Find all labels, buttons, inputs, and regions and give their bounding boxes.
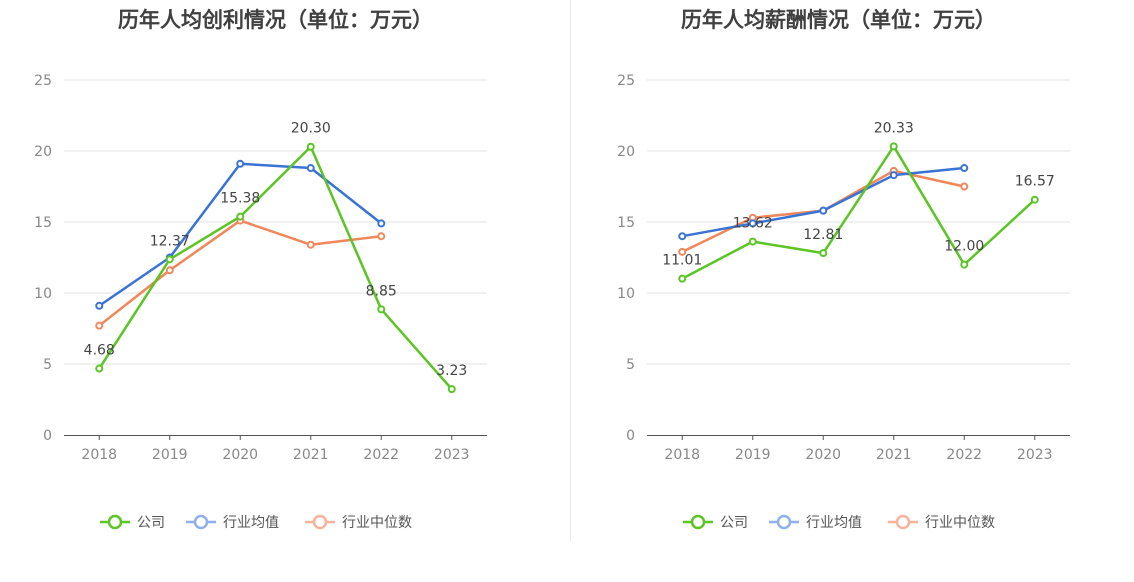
data-label: 13.62: [733, 216, 773, 232]
legend-label: 行业中位数: [925, 515, 995, 531]
data-label: 20.33: [874, 120, 914, 136]
company-series-line: [98, 145, 453, 390]
y-tick-label: 20: [34, 144, 52, 160]
chart-title: 历年人均薪酬情况（单位：万元）: [681, 8, 996, 32]
x-tick-label: 2023: [1017, 447, 1053, 463]
industry-median-point: [165, 266, 174, 275]
company-series-line: [681, 145, 1036, 280]
company-point: [236, 212, 245, 221]
data-label: 3.23: [436, 363, 467, 379]
company-point: [447, 385, 456, 394]
panel-divider: [570, 0, 571, 542]
company-point: [678, 274, 687, 283]
company-point: [1030, 195, 1039, 204]
y-tick-label: 25: [617, 73, 635, 89]
industry-avg-point: [960, 164, 969, 173]
y-tick-label: 0: [43, 428, 52, 444]
legend-label: 行业均值: [223, 515, 279, 531]
x-tick-label: 2020: [805, 447, 841, 463]
x-tick-label: 2021: [293, 447, 329, 463]
legend-marker: [107, 514, 123, 530]
industry-avg-point: [889, 171, 898, 180]
data-label: 16.57: [1015, 174, 1055, 190]
x-tick-label: 2019: [735, 447, 771, 463]
y-tick-label: 0: [626, 428, 635, 444]
x-tick-label: 2019: [152, 447, 188, 463]
industry-median-point: [960, 182, 969, 191]
chart-title: 历年人均创利情况（单位：万元）: [118, 8, 433, 32]
industry-avg-point: [819, 206, 828, 215]
y-tick-label: 20: [617, 144, 635, 160]
industry-median-series-line: [98, 219, 382, 327]
company-point: [306, 142, 315, 151]
legend-label: 行业中位数: [342, 515, 412, 531]
x-tick-label: 2018: [664, 447, 700, 463]
data-label: 8.85: [366, 283, 397, 299]
company-point: [95, 364, 104, 373]
x-tick-label: 2022: [363, 447, 399, 463]
profit-per-capita-panel: 历年人均创利情况（单位：万元） 0 5 10 15 20 25 2018 2019 2020 20…: [34, 8, 487, 531]
data-label: 15.38: [220, 191, 260, 207]
data-label: 11.01: [662, 253, 702, 269]
data-label: 12.37: [150, 233, 190, 249]
data-label: 20.30: [291, 121, 331, 137]
x-tick-label: 2023: [434, 447, 470, 463]
y-tick-label: 10: [34, 286, 52, 302]
data-label: 12.81: [803, 227, 843, 243]
industry-avg-series-line: [98, 162, 383, 307]
industry-avg-point: [678, 232, 687, 241]
x-tick-label: 2018: [81, 447, 117, 463]
industry-avg-point: [95, 301, 104, 310]
company-point: [748, 237, 757, 246]
y-tick-label: 15: [617, 215, 635, 231]
y-tick-label: 25: [34, 73, 52, 89]
company-point: [819, 249, 828, 258]
legend-label: 公司: [720, 515, 748, 531]
legend-marker: [776, 514, 792, 530]
legend-label: 行业均值: [806, 515, 862, 531]
industry-avg-point: [236, 159, 245, 168]
industry-median-point: [377, 232, 386, 241]
legend-marker: [690, 514, 706, 530]
y-tick-label: 10: [617, 286, 635, 302]
industry-avg-point: [306, 164, 315, 173]
salary-per-capita-panel: 历年人均薪酬情况（单位：万元） 0 5 10 15 20 25 2018 2019 2020 20…: [567, 0, 1134, 582]
data-label: 4.68: [84, 343, 115, 359]
company-point: [165, 255, 174, 264]
x-tick-label: 2020: [222, 447, 258, 463]
company-point: [960, 260, 969, 269]
industry-median-point: [306, 240, 315, 249]
data-label: 12.00: [944, 239, 984, 255]
x-tick-label: 2021: [876, 447, 912, 463]
legend-marker: [895, 514, 911, 530]
y-tick-label: 5: [43, 357, 52, 373]
legend-marker: [193, 514, 209, 530]
profit-chart-svg: 0 5 10 15 20 25 2018 2019 2020 2021 2022 2023 4.68 12…: [34, 73, 487, 531]
x-tick-label: 2022: [946, 447, 982, 463]
industry-avg-point: [748, 219, 757, 228]
y-tick-label: 5: [626, 357, 635, 373]
legend-marker: [312, 514, 328, 530]
industry-median-point: [678, 247, 687, 256]
industry-avg-point: [377, 219, 386, 228]
legend-label: 公司: [137, 515, 165, 531]
company-point: [377, 305, 386, 314]
salary-chart-svg: 0 5 10 15 20 25 2018 2019 2020 2021 2022 2023 11.01 1…: [617, 73, 1070, 531]
company-point: [889, 142, 898, 151]
industry-median-point: [95, 321, 104, 330]
y-tick-label: 15: [34, 215, 52, 231]
